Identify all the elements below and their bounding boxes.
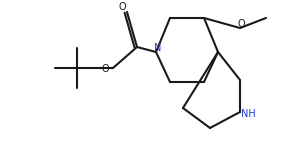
Text: O: O: [118, 2, 126, 12]
Text: N: N: [154, 43, 162, 53]
Text: NH: NH: [241, 109, 255, 119]
Text: O: O: [101, 64, 109, 74]
Text: O: O: [237, 19, 245, 29]
